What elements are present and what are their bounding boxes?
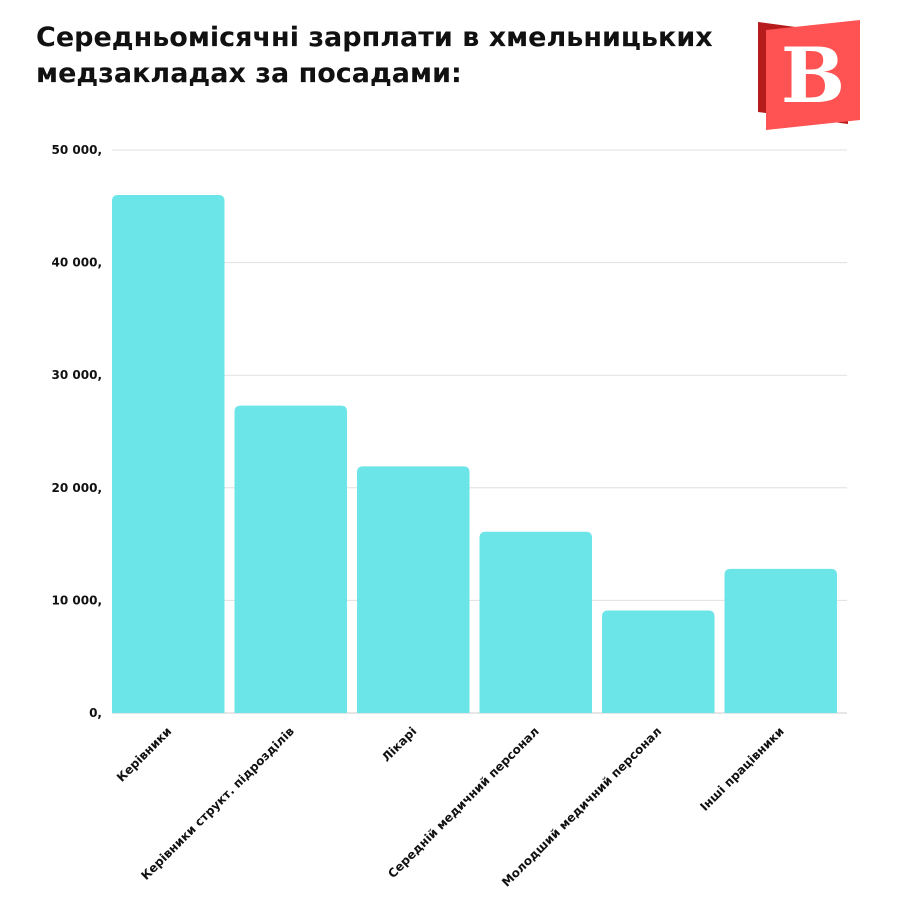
bar [234, 405, 347, 713]
bar [724, 568, 837, 713]
bar [357, 466, 470, 713]
y-tick-label: 50 000, [52, 143, 102, 157]
bar [112, 195, 225, 714]
x-category-label: Керівники [114, 724, 174, 784]
y-tick-label: 0, [89, 706, 102, 720]
brand-logo: B [758, 20, 860, 130]
x-category-label: Керівники структ. підрозділів [138, 724, 297, 883]
x-category-label: Лікарі [379, 724, 419, 764]
chart-title: Середньомісячні зарплати в хмельницьких … [36, 20, 736, 92]
bar [479, 531, 592, 713]
x-category-label: Інші працівники [697, 724, 787, 814]
x-category-label: Середній медичний персонал [385, 724, 542, 881]
logo-letter: B [781, 31, 845, 120]
bars [112, 195, 837, 714]
y-tick-label: 10 000, [52, 593, 102, 607]
y-tick-label: 40 000, [52, 256, 102, 270]
bar [602, 610, 715, 713]
chart-title-line-1: Середньомісячні зарплати в хмельницьких [36, 22, 713, 53]
y-axis-tick-labels: 0, 10 000, 20 000, 30 000, 40 000, 50 000, [52, 143, 102, 720]
y-tick-label: 30 000, [52, 368, 102, 382]
chart-title-line-2: медзакладах за посадами: [36, 58, 462, 89]
y-tick-label: 20 000, [52, 481, 102, 495]
logo-face [766, 20, 860, 130]
